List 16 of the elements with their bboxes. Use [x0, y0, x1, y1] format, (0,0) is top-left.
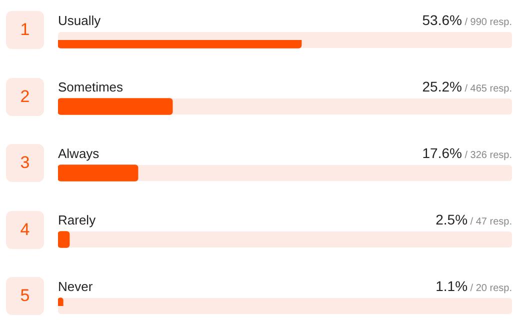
rank-badge: 1: [6, 11, 44, 49]
bar: [58, 164, 138, 182]
y-tick-label: Rarely: [58, 212, 96, 228]
rank-badge: 3: [6, 144, 44, 182]
y-tick-label: Always: [58, 146, 100, 161]
data-label: 17.6% / 326 resp.: [422, 145, 512, 161]
rank-badge: 4: [6, 210, 44, 248]
rank-badge: 2: [6, 78, 44, 116]
y-tick-label: Usually: [58, 13, 102, 28]
rank-badge: 5: [6, 277, 44, 315]
y-tick-label: Sometimes: [58, 80, 124, 94]
data-label: 53.6% / 990 resp.: [422, 12, 512, 28]
data-label: 25.2% / 465 resp.: [422, 78, 512, 94]
data-label: 2.5% / 47 resp.: [436, 212, 512, 228]
y-tick-label: Never: [58, 279, 94, 294]
data-label: 1.1% / 20 resp.: [436, 278, 512, 294]
